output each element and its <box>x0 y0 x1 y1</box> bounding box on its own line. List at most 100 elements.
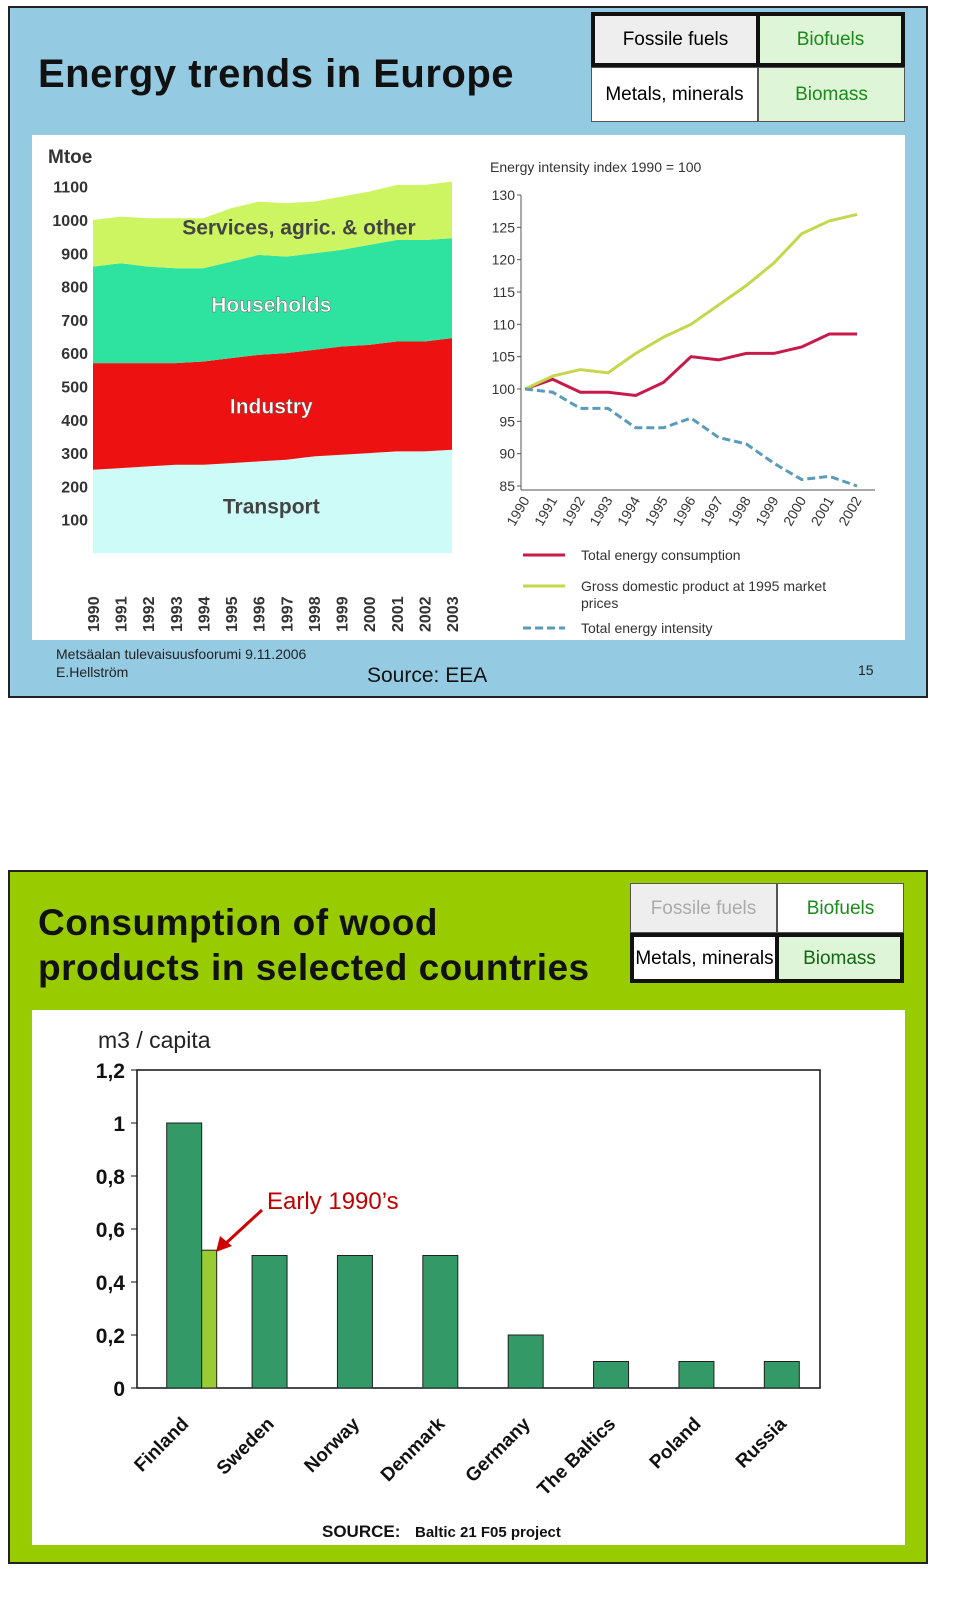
x-tick-label: Sweden <box>213 1414 279 1480</box>
y-tick-label: 0,6 <box>96 1219 125 1242</box>
area <box>93 238 452 364</box>
slide-title: Energy trends in Europe <box>38 52 515 96</box>
bar <box>251 1255 288 1389</box>
bar <box>678 1361 715 1389</box>
box-cell: Fossile fuels <box>630 883 777 933</box>
y-tick-label: 1 <box>113 1113 125 1136</box>
line <box>524 332 857 398</box>
x-tick-label: 1994 <box>196 596 213 632</box>
x-tick-label: Poland <box>646 1414 706 1474</box>
x-tick-label: The Baltics <box>534 1414 621 1501</box>
y-tick-label: 800 <box>61 280 88 297</box>
x-tick-label: Norway <box>301 1413 365 1477</box>
x-tick-label: 1996 <box>252 596 269 632</box>
footer-author: E.Hellström <box>56 664 129 680</box>
y-tick-label: 115 <box>493 284 516 300</box>
x-tick-label: 2003 <box>445 596 462 632</box>
y-tick-label: 1,2 <box>96 1060 125 1083</box>
y-tick-label: 120 <box>492 252 516 268</box>
y-tick-label: 500 <box>61 379 88 396</box>
bar <box>201 1249 218 1389</box>
legend-label: Gross domestic product at 1995 market pri… <box>581 578 826 611</box>
box-cell: Metals, minerals <box>630 933 777 983</box>
x-tick-label: 1993 <box>586 493 616 528</box>
y-tick-label: 105 <box>492 349 516 365</box>
x-tick-label: 1995 <box>224 596 241 632</box>
x-tick-label: 1998 <box>724 493 754 528</box>
x-tick-label: Russia <box>732 1413 791 1472</box>
box-cell: Fossile fuels <box>591 12 758 67</box>
x-tick-label: 1995 <box>641 493 671 528</box>
bar <box>507 1334 544 1389</box>
y-tick-label: 1100 <box>53 180 88 197</box>
area-label: Transport <box>223 495 320 518</box>
area-label: Industry <box>230 395 313 418</box>
y-label: Mtoe <box>48 147 92 168</box>
y-tick-label: 1000 <box>52 213 88 230</box>
line-chart: Energy intensity index 1990 = 100 85 90 95 1… <box>465 135 905 640</box>
box-cell: Biomass <box>758 67 905 122</box>
title-line: Consumption of wood <box>38 902 438 943</box>
x-tick-label: 1999 <box>335 596 352 632</box>
line <box>524 212 858 391</box>
x-tick-label: 1994 <box>614 493 644 528</box>
y-tick-label: 600 <box>61 346 88 363</box>
footer-source: Source: EEA <box>367 664 488 687</box>
area <box>93 449 452 553</box>
x-tick-label: 2002 <box>417 596 434 632</box>
y-tick-label: 125 <box>492 219 516 235</box>
x-tick-label: 1992 <box>558 493 588 528</box>
y-tick-label: 900 <box>61 246 88 263</box>
bar <box>763 1361 800 1389</box>
box-cell: Metals, minerals <box>591 67 758 122</box>
x-tick-label: 2000 <box>362 596 379 632</box>
y-tick-label: 0,2 <box>96 1325 125 1348</box>
y-tick-label: 200 <box>61 479 88 496</box>
y-tick-label: 90 <box>499 446 515 462</box>
line <box>524 387 858 488</box>
source: Baltic 21 F05 project <box>415 1524 561 1541</box>
bar <box>593 1361 630 1389</box>
y-label: m3 / capita <box>98 1027 211 1053</box>
x-tick-label: 2002 <box>835 493 865 528</box>
x-tick-label: 2001 <box>807 493 837 528</box>
y-tick-label: 0,8 <box>96 1166 126 1189</box>
annotation: Early 1990’s <box>267 1188 399 1215</box>
y-tick-label: 700 <box>61 313 88 330</box>
y-tick-label: 400 <box>61 413 88 430</box>
y-tick-label: 300 <box>61 446 88 463</box>
x-tick-label: 1997 <box>697 493 727 528</box>
footer-event: Metsäalan tulevaisuusfoorumi 9.11.2006 <box>56 646 307 662</box>
x-tick-label: 1990 <box>503 493 533 528</box>
bar <box>336 1255 373 1389</box>
x-tick-label: Germany <box>462 1413 535 1486</box>
x-tick-label: Finland <box>131 1414 194 1477</box>
source-label: SOURCE: <box>322 1522 400 1541</box>
bar <box>166 1122 203 1389</box>
area-chart: Mtoe 100 200 300 400 500 600 700 800 900 1000 1100 T… <box>32 135 465 640</box>
title-line: products in selected countries <box>38 947 590 988</box>
legend-box: Fossile fuels Biofuels Metals, minerals … <box>630 883 904 983</box>
x-tick-label: 1993 <box>169 596 186 632</box>
box-cell: Biofuels <box>758 12 905 67</box>
x-tick-label: 1996 <box>669 493 699 528</box>
box-cell: Biomass <box>777 933 904 983</box>
y-tick-label: 95 <box>499 413 515 429</box>
x-tick-label: 1997 <box>279 596 296 632</box>
area-label: Services, agric. & other <box>182 216 415 239</box>
x-tick-label: 1999 <box>752 493 782 528</box>
legend-label: Total energy intensity <box>581 620 713 636</box>
x-tick-label: 1990 <box>86 596 103 632</box>
slide-title: Consumption of wood products in selected… <box>38 900 590 990</box>
x-tick-label: 2001 <box>390 596 407 632</box>
y-tick-label: 100 <box>61 513 88 530</box>
y-tick-label: 110 <box>493 316 516 332</box>
x-tick-label: 1992 <box>141 596 158 632</box>
x-tick-label: Denmark <box>377 1413 450 1486</box>
bar <box>422 1255 459 1389</box>
y-tick-label: 0,4 <box>96 1272 126 1295</box>
arrow-head <box>216 1236 232 1252</box>
x-tick-label: 1991 <box>531 493 561 528</box>
area <box>93 181 452 269</box>
